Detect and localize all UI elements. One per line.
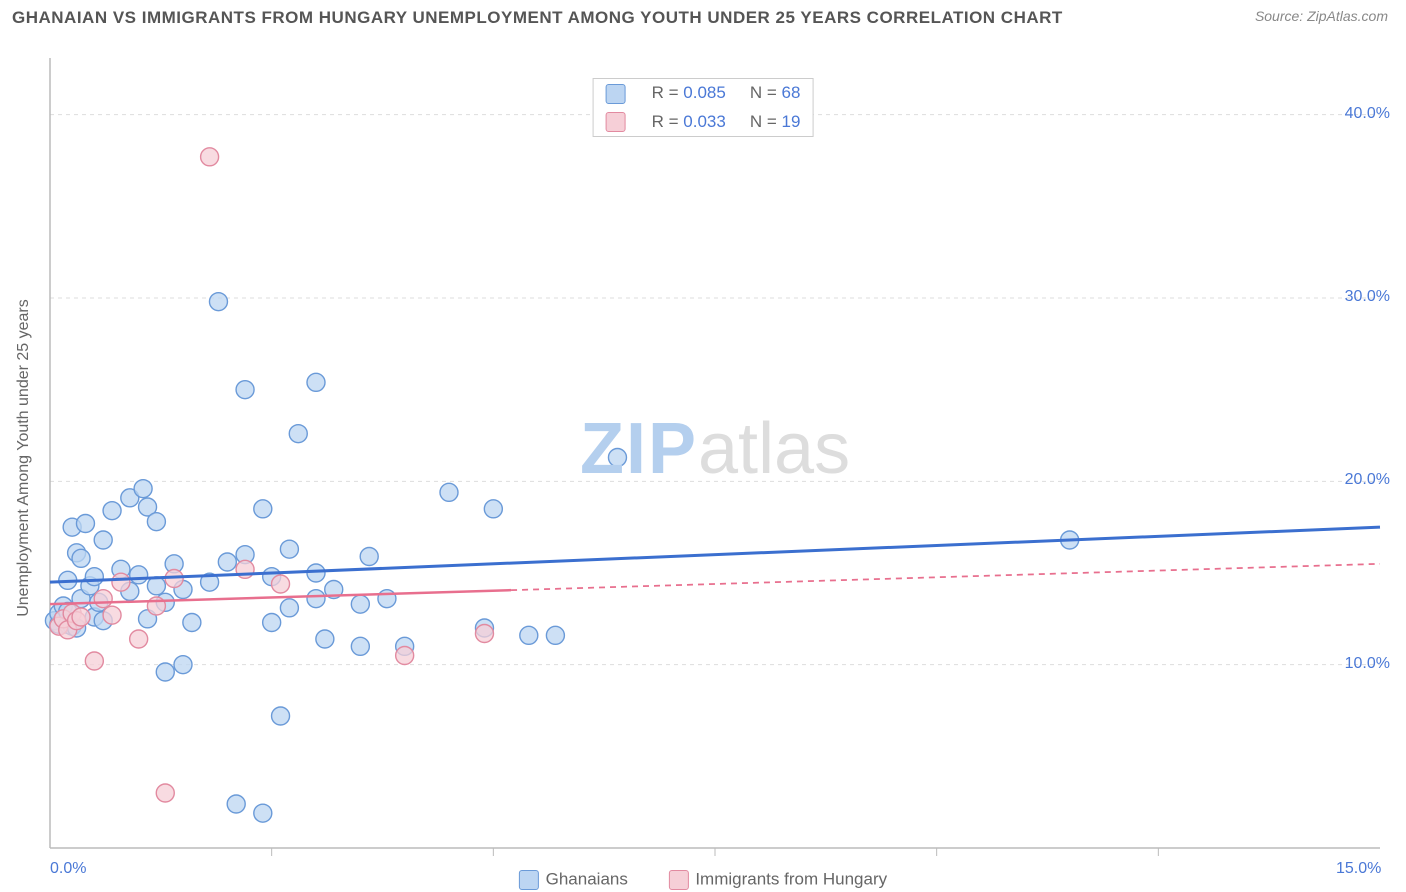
x-tick-label: 15.0% [1336,860,1381,878]
r-label: R = [652,83,679,102]
source-attribution: Source: ZipAtlas.com [1255,8,1388,24]
legend-label-0: Ghanaians [546,870,628,889]
stats-row-series-0: R = 0.085 N = 68 [594,79,813,108]
bottom-legend: Ghanaians Immigrants from Hungary [501,869,905,890]
legend-item-1: Immigrants from Hungary [669,869,888,888]
legend-label-1: Immigrants from Hungary [695,870,887,889]
swatch-series-0 [606,84,626,104]
stats-row-series-1: R = 0.033 N = 19 [594,108,813,137]
y-tick-label: 40.0% [1345,105,1390,123]
chart-container: Unemployment Among Youth under 25 years … [0,38,1406,892]
n-label: N = [750,83,777,102]
correlation-stats-box: R = 0.085 N = 68 R = 0.033 N = 19 [593,78,814,137]
r-value-series-0: 0.085 [683,83,726,102]
y-tick-label: 20.0% [1345,471,1390,489]
n-value-series-0: 68 [781,83,800,102]
r-label: R = [652,112,679,131]
y-axis-label: Unemployment Among Youth under 25 years [15,299,33,617]
x-tick-label: 0.0% [50,860,86,878]
swatch-series-0 [519,870,539,890]
swatch-series-1 [669,870,689,890]
legend-item-0: Ghanaians [519,869,633,888]
y-tick-label: 30.0% [1345,288,1390,306]
r-value-series-1: 0.033 [683,112,726,131]
swatch-series-1 [606,112,626,132]
n-label: N = [750,112,777,131]
n-value-series-1: 19 [781,112,800,131]
scatter-chart [0,38,1406,892]
chart-title: GHANAIAN VS IMMIGRANTS FROM HUNGARY UNEM… [12,8,1063,28]
y-tick-label: 10.0% [1345,655,1390,673]
